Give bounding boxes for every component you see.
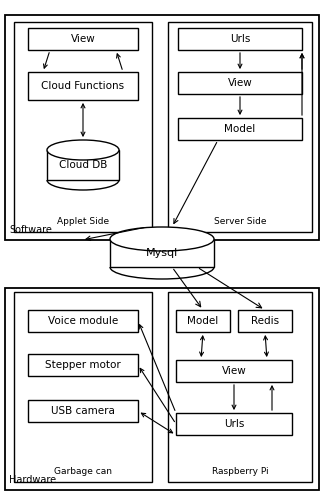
Text: Applet Side: Applet Side — [57, 217, 109, 226]
Bar — [28, 400, 138, 422]
Bar — [28, 310, 138, 332]
Ellipse shape — [47, 140, 119, 160]
Text: Urls: Urls — [224, 419, 244, 429]
Ellipse shape — [110, 227, 214, 251]
Bar — [178, 118, 302, 140]
Text: Stepper motor: Stepper motor — [45, 360, 121, 370]
Text: Software: Software — [9, 225, 52, 235]
Text: Garbage can: Garbage can — [54, 467, 112, 476]
Text: Cloud DB: Cloud DB — [59, 160, 107, 170]
Bar — [14, 22, 152, 232]
Bar — [178, 28, 302, 50]
Text: View: View — [71, 34, 95, 44]
Text: Mysql: Mysql — [146, 248, 178, 258]
Bar — [14, 292, 152, 482]
Text: Server Side: Server Side — [214, 217, 266, 226]
Bar — [176, 413, 292, 435]
Text: Raspberry Pi: Raspberry Pi — [212, 467, 268, 476]
Text: Voice module: Voice module — [48, 316, 118, 326]
Bar — [28, 28, 138, 50]
Text: Hardware: Hardware — [9, 475, 56, 485]
Text: USB camera: USB camera — [51, 406, 115, 416]
Bar — [168, 22, 312, 232]
Bar — [238, 310, 292, 332]
Bar — [5, 288, 319, 490]
Bar — [176, 310, 230, 332]
Text: View: View — [228, 78, 252, 88]
Text: Redis: Redis — [251, 316, 279, 326]
Bar — [5, 15, 319, 240]
Text: Urls: Urls — [230, 34, 250, 44]
Bar — [28, 354, 138, 376]
Bar — [28, 72, 138, 100]
Polygon shape — [47, 150, 119, 180]
Text: Model: Model — [187, 316, 219, 326]
Bar — [168, 292, 312, 482]
Bar — [176, 360, 292, 382]
Text: View: View — [222, 366, 246, 376]
Bar — [178, 72, 302, 94]
Polygon shape — [110, 239, 214, 267]
Text: Cloud Functions: Cloud Functions — [41, 81, 124, 91]
Text: Model: Model — [225, 124, 256, 134]
